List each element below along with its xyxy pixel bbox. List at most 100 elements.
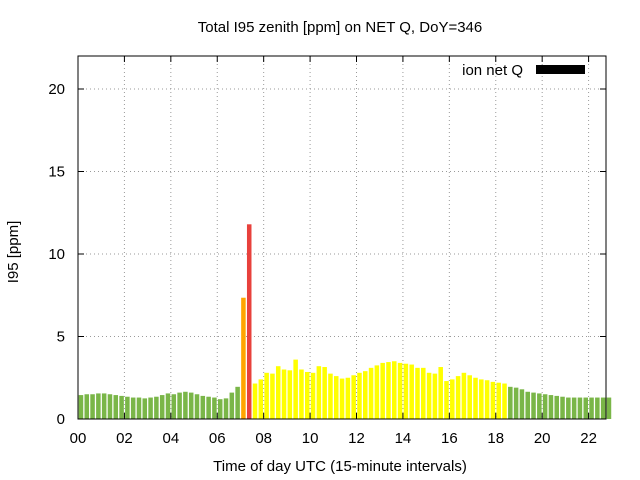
data-bar: [589, 397, 594, 419]
data-bar: [461, 372, 467, 419]
data-bar: [246, 224, 252, 419]
data-bar: [606, 397, 612, 419]
data-bar: [392, 361, 397, 419]
legend: ion net Q: [462, 62, 585, 79]
data-bar: [142, 398, 148, 419]
data-bar: [450, 379, 455, 419]
data-bar: [345, 377, 351, 419]
data-bar: [409, 364, 414, 419]
data-bar: [566, 397, 571, 419]
data-bar: [188, 392, 194, 419]
data-bar: [270, 373, 275, 419]
data-bar: [571, 397, 577, 419]
data-bar: [438, 367, 443, 419]
data-bar: [130, 397, 136, 419]
data-bar: [502, 383, 507, 419]
data-bar: [78, 395, 84, 419]
x-tick-label: 22: [580, 430, 597, 447]
data-bar: [316, 366, 322, 419]
data-bar: [113, 395, 119, 419]
data-bar: [287, 370, 293, 419]
x-tick-label: 04: [162, 430, 179, 447]
data-bar: [252, 383, 258, 419]
data-bar: [275, 366, 281, 419]
data-bar: [223, 398, 229, 419]
data-bar: [165, 393, 171, 419]
data-bar: [299, 369, 304, 419]
data-bar: [136, 397, 142, 419]
data-bar: [386, 362, 391, 419]
x-tick-label: 06: [209, 430, 226, 447]
data-bar: [583, 397, 589, 419]
data-bar: [380, 362, 385, 419]
data-bar: [241, 297, 246, 419]
data-bar: [496, 382, 501, 419]
x-tick-label: 20: [534, 430, 551, 447]
data-bar: [548, 395, 554, 419]
data-bar: [368, 367, 374, 419]
data-bar: [322, 367, 327, 419]
x-tick-label: 02: [116, 430, 133, 447]
data-bar: [397, 362, 403, 419]
data-bar: [281, 369, 287, 419]
data-bar: [258, 379, 264, 419]
data-bar: [177, 392, 182, 419]
legend-swatch: [536, 65, 585, 74]
y-tick-label: 0: [57, 411, 65, 428]
data-bar: [328, 373, 333, 419]
data-bar: [444, 381, 449, 419]
axis-ticks: 00 02 04 06 08 10 12 14 16 18 20 22 0 5 10 15 20: [48, 56, 606, 447]
bar-series: [78, 224, 612, 419]
y-axis-label: I95 [ppm]: [5, 221, 22, 284]
x-tick-label: 14: [395, 430, 412, 447]
data-bar: [426, 372, 432, 419]
chart-title: Total I95 zenith [ppm] on NET Q, DoY=346: [198, 19, 482, 36]
data-bar: [432, 373, 438, 419]
data-bar: [159, 395, 165, 419]
legend-label: ion net Q: [462, 62, 523, 79]
y-tick-label: 5: [57, 329, 65, 346]
data-bar: [363, 371, 368, 419]
data-bar: [235, 386, 240, 419]
data-bar: [351, 375, 356, 419]
x-tick-label: 12: [348, 430, 365, 447]
y-tick-label: 15: [48, 164, 65, 181]
data-bar: [467, 375, 472, 419]
y-tick-label: 10: [48, 246, 65, 263]
data-bar: [531, 392, 536, 419]
data-bar: [600, 397, 606, 419]
data-bar: [206, 396, 211, 419]
data-bar: [264, 372, 269, 419]
x-tick-label: 16: [441, 430, 458, 447]
data-bar: [374, 365, 380, 419]
data-bar: [200, 395, 206, 419]
data-bar: [101, 393, 107, 419]
data-bar: [577, 397, 583, 419]
data-bar: [357, 372, 362, 419]
data-bar: [125, 396, 130, 419]
data-bar: [473, 377, 478, 419]
data-bar: [212, 397, 217, 419]
data-bar: [455, 376, 461, 419]
y-tick-label: 20: [48, 81, 65, 98]
data-bar: [415, 367, 420, 419]
x-tick-label: 00: [70, 430, 87, 447]
data-bar: [119, 395, 124, 419]
data-bar: [490, 381, 496, 419]
data-bar: [333, 376, 339, 419]
data-bar: [508, 386, 513, 419]
x-axis-label: Time of day UTC (15-minute intervals): [213, 458, 467, 475]
data-bar: [537, 393, 542, 419]
data-bar: [96, 393, 101, 419]
data-bar: [194, 394, 200, 419]
data-bar: [304, 371, 310, 419]
data-bar: [183, 391, 188, 419]
data-bar: [554, 395, 560, 419]
x-tick-label: 10: [302, 430, 319, 447]
data-bar: [293, 359, 298, 419]
x-tick-label: 18: [487, 430, 504, 447]
data-bar: [107, 394, 113, 419]
grid-lines: [78, 56, 606, 419]
x-tick-label: 08: [255, 430, 272, 447]
